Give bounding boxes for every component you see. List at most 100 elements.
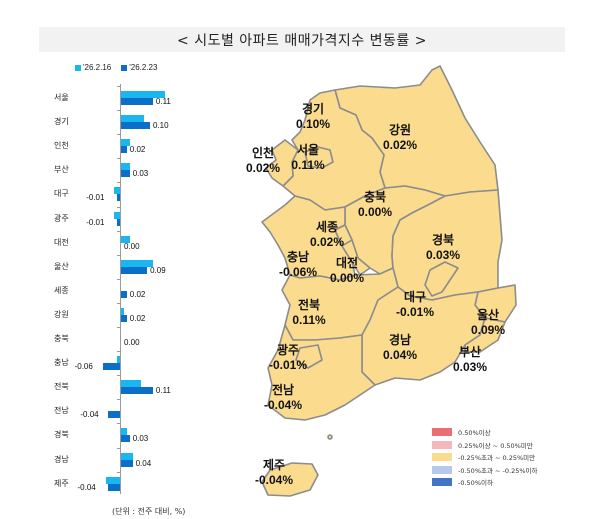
region-value: -0.06% [278,265,318,279]
category-label: 경기 [54,117,69,127]
region-incheon [265,139,299,187]
region-value: 0.02% [382,138,418,152]
bar-prev-week [121,452,133,460]
region-value: 0.03% [425,248,461,262]
region-value: 0.11% [291,158,325,172]
region-name: 대구 [403,290,427,304]
bar-row: 강원 0.02 [40,305,210,329]
value-label: 0.11 [155,97,171,106]
map-label-region: 충남 -0.06% [268,250,328,280]
axis-tick [117,302,121,304]
bar-this-week [121,459,133,467]
bar-row: 울산 0.09 [40,257,210,281]
scale-legend-item: -0.50%이하 [432,476,538,489]
scale-legend-item: 0.25%이상 ~ 0.50%미만 [432,439,538,452]
scale-legend-item: -0.25%초과 ~ 0.25%미만 [432,451,538,464]
category-label: 충남 [54,358,69,368]
value-label: 0.03 [132,434,149,444]
region-name: 강원 [388,123,412,137]
korea-map [261,65,517,497]
axis-tick [117,158,121,160]
region-name: 부산 [458,345,482,359]
bar-prev-week [121,307,124,315]
axis-tick [117,86,121,87]
axis-tick [117,447,121,449]
value-label: -0.01 [86,193,105,203]
bar-row: 인천 0.02 [40,136,210,160]
value-label: 0.02 [129,289,146,299]
region-name: 충남 [286,250,310,264]
bar-row: 세종 0.02 [40,281,210,305]
zero-axis [120,84,121,494]
bar-row: 부산 0.03 [40,160,210,184]
value-label: 0.11 [155,386,171,396]
category-label: 경남 [54,454,69,464]
legend-item-1: '26.2.23 [121,63,157,72]
bar-this-week [121,170,130,178]
value-label: -0.01 [86,217,105,227]
region-daegu [424,261,459,297]
axis-tick [117,423,121,425]
bar-this-week [117,218,120,226]
value-label: 0.10 [153,121,169,131]
value-label: 0.00 [124,241,140,251]
value-label: 0.02 [129,145,146,155]
region-name: 광주 [276,343,300,357]
region-name: 울산 [476,308,500,322]
category-label: 인천 [54,141,69,151]
map-label-region: 경기 0.10% [283,102,343,132]
value-label: 0.02 [129,313,146,323]
region-seoul [304,146,334,169]
axis-tick [117,230,121,232]
category-label: 세종 [54,285,69,295]
scale-label: 0.25%이상 ~ 0.50%미만 [458,441,533,450]
legend-item-0: '26.2.16 [75,63,111,72]
region-name: 제주 [262,458,286,472]
map-label-region: 울산 0.09% [458,308,518,338]
axis-tick [117,471,121,473]
map-label-region: 전북 0.11% [279,298,339,328]
map-label-region: 충북 0.00% [345,190,405,220]
legend-label-0: '26.2.16 [83,63,112,72]
region-value: 0.02% [245,161,281,175]
scale-swatch [432,465,452,474]
value-label: 0.00 [124,338,140,347]
scale-legend-item: 0.50%이상 [432,426,538,439]
category-label: 제주 [54,478,69,488]
bar-prev-week [121,163,130,171]
category-label: 광주 [54,213,69,223]
region-jeonnam [267,324,376,421]
bar-this-week [102,363,120,371]
region-value: 0.00% [357,205,393,219]
region-name: 대전 [335,256,359,270]
bar-prev-week [121,235,130,243]
bar-row: 대구 -0.01 [40,184,210,208]
value-label: 0.04 [135,458,152,468]
region-name: 충북 [363,190,387,204]
map-label-region: 서울 0.11% [278,143,338,173]
region-name: 경북 [431,233,455,247]
bar-this-week [121,290,127,298]
map-label-region: 인천 0.02% [233,146,293,176]
category-label: 전북 [54,382,69,392]
region-value: 0.04% [382,348,418,362]
island-ulleung [327,434,333,440]
bar-row: 서울 0.11 [40,88,210,112]
scale-label: -0.25%초과 ~ 0.25%미만 [458,454,536,463]
region-value: 0.02% [309,235,345,249]
bar-prev-week [121,428,127,436]
bar-this-week [117,194,120,202]
bar-row: 광주 -0.01 [40,209,210,233]
bar-chart: 서울 0.11 경기 0.10 인천 0.02 부산 0.03 대구 -0.01 광주 -0.01 대전… [40,84,210,494]
map-label-region: 전남 -0.04% [253,383,313,413]
map-label-region: 경남 0.04% [370,333,430,363]
region-name: 서울 [296,143,320,157]
value-label: 0.09 [150,265,166,275]
scale-legend: 0.50%이상 0.25%이상 ~ 0.50%미만 -0.25%초과 ~ 0.25%… [432,426,538,489]
axis-tick [117,134,121,136]
category-label: 대전 [54,237,69,247]
legend-swatch-0 [75,64,81,71]
axis-tick [117,375,121,377]
value-label: -0.04 [80,410,99,420]
bar-prev-week [121,259,153,267]
